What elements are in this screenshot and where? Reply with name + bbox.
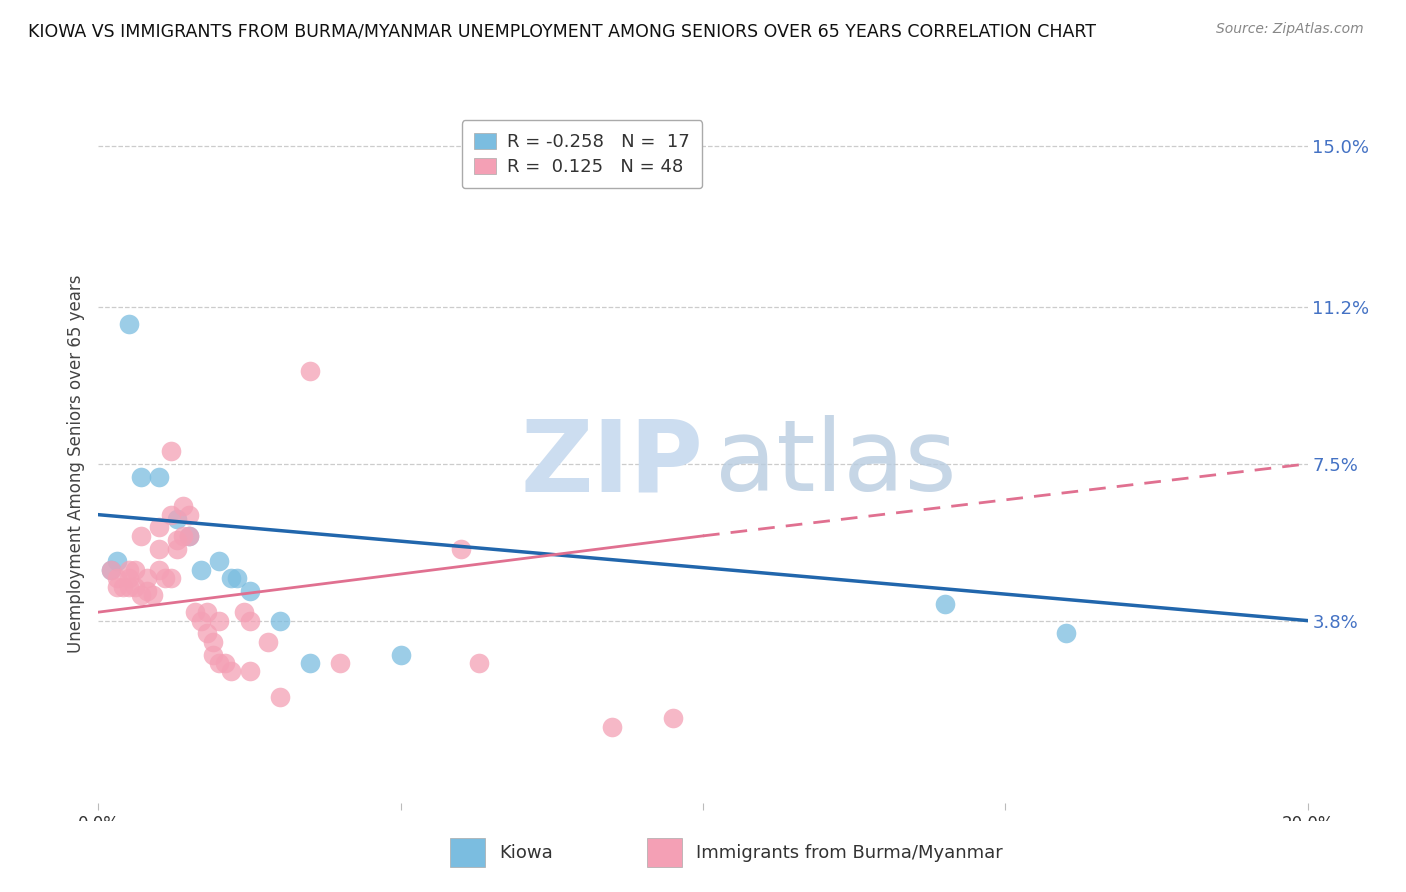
FancyBboxPatch shape	[647, 838, 682, 867]
Point	[148, 563, 170, 577]
Point	[662, 711, 685, 725]
FancyBboxPatch shape	[450, 838, 485, 867]
Point	[148, 520, 170, 534]
Point	[179, 508, 201, 522]
Point	[111, 580, 134, 594]
Point	[124, 580, 146, 594]
Point	[166, 533, 188, 548]
Point	[172, 500, 194, 514]
Point	[148, 469, 170, 483]
Point	[160, 571, 183, 585]
Point	[100, 563, 122, 577]
Point	[160, 508, 183, 522]
Text: Source: ZipAtlas.com: Source: ZipAtlas.com	[1216, 22, 1364, 37]
Point	[195, 605, 218, 619]
Point	[129, 588, 152, 602]
Point	[221, 665, 243, 679]
Point	[208, 656, 231, 670]
Point	[214, 656, 236, 670]
Point	[195, 626, 218, 640]
Legend: R = -0.258   N =  17, R =  0.125   N = 48: R = -0.258 N = 17, R = 0.125 N = 48	[461, 120, 703, 188]
Point	[190, 614, 212, 628]
Point	[118, 580, 141, 594]
Text: KIOWA VS IMMIGRANTS FROM BURMA/MYANMAR UNEMPLOYMENT AMONG SENIORS OVER 65 YEARS : KIOWA VS IMMIGRANTS FROM BURMA/MYANMAR U…	[28, 22, 1097, 40]
Point	[232, 605, 254, 619]
Point	[135, 584, 157, 599]
Point	[602, 719, 624, 733]
Point	[124, 563, 146, 577]
Point	[208, 554, 231, 568]
Point	[299, 364, 322, 378]
Point	[100, 563, 122, 577]
Point	[160, 444, 183, 458]
Point	[166, 541, 188, 556]
Point	[179, 529, 201, 543]
Point	[105, 554, 128, 568]
Point	[129, 469, 152, 483]
Point	[239, 584, 262, 599]
Point	[135, 571, 157, 585]
Point	[105, 571, 128, 585]
Point	[202, 648, 225, 662]
Point	[129, 529, 152, 543]
Point	[239, 665, 262, 679]
Point	[269, 690, 291, 704]
Point	[226, 571, 249, 585]
Point	[153, 571, 176, 585]
Point	[118, 317, 141, 331]
Point	[172, 529, 194, 543]
Point	[329, 656, 352, 670]
Point	[1054, 626, 1077, 640]
Point	[934, 597, 956, 611]
Point	[239, 614, 262, 628]
Text: Immigrants from Burma/Myanmar: Immigrants from Burma/Myanmar	[696, 844, 1002, 862]
Point	[184, 605, 207, 619]
Point	[118, 571, 141, 585]
Text: atlas: atlas	[716, 416, 956, 512]
Text: Kiowa: Kiowa	[499, 844, 553, 862]
Point	[202, 635, 225, 649]
Point	[256, 635, 278, 649]
Point	[148, 541, 170, 556]
Point	[299, 656, 322, 670]
Y-axis label: Unemployment Among Seniors over 65 years: Unemployment Among Seniors over 65 years	[66, 275, 84, 653]
Point	[269, 614, 291, 628]
Point	[389, 648, 412, 662]
Point	[468, 656, 491, 670]
Point	[179, 529, 201, 543]
Point	[221, 571, 243, 585]
Text: ZIP: ZIP	[520, 416, 703, 512]
Point	[450, 541, 472, 556]
Point	[105, 580, 128, 594]
Point	[166, 512, 188, 526]
Point	[208, 614, 231, 628]
Point	[190, 563, 212, 577]
Point	[118, 563, 141, 577]
Point	[142, 588, 165, 602]
